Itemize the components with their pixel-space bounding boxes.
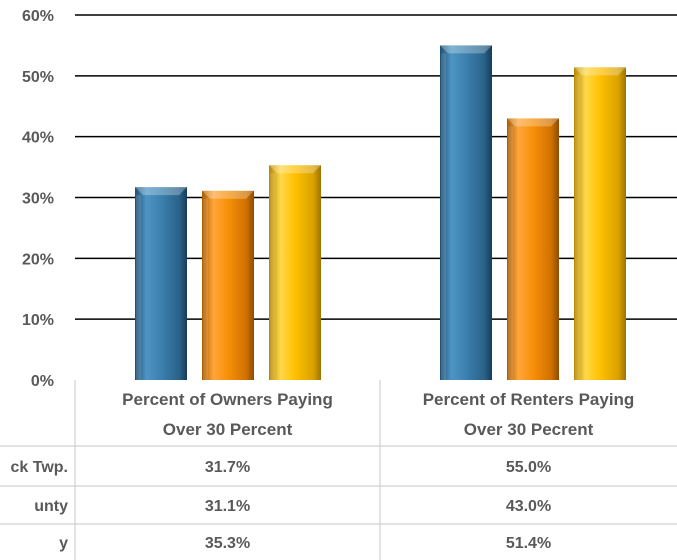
series-name: y <box>59 535 68 552</box>
bar-highlight <box>270 173 275 380</box>
bar-highlight <box>441 53 446 381</box>
data-label: 31.1% <box>205 498 250 515</box>
y-tick-label: 0% <box>31 373 54 390</box>
y-tick-label: 20% <box>22 251 54 268</box>
bar-highlight <box>136 195 141 380</box>
bars <box>135 45 626 381</box>
bar <box>269 165 321 380</box>
bar <box>202 190 254 380</box>
bar-body <box>574 67 626 381</box>
series-name: unty <box>34 498 68 515</box>
bar <box>574 67 626 381</box>
data-label: 43.0% <box>506 498 551 515</box>
y-tick-label: 50% <box>22 69 54 86</box>
bar-bevel <box>440 45 492 54</box>
data-label: 51.4% <box>506 535 551 552</box>
bar-body <box>135 187 187 380</box>
bar-bevel <box>269 165 321 174</box>
bar <box>507 118 559 381</box>
category-label: Percent of Owners Paying <box>122 390 333 409</box>
data-label: 55.0% <box>506 459 551 476</box>
y-axis-ticks: 0% 10% 20% 30% 40% 50% 60% <box>22 8 54 390</box>
y-tick-label: 60% <box>22 8 54 25</box>
y-tick-label: 40% <box>22 130 54 147</box>
bar-body <box>202 190 254 380</box>
bar-body <box>507 118 559 381</box>
bar <box>440 45 492 381</box>
y-tick-label: 10% <box>22 312 54 329</box>
bar-body <box>269 165 321 380</box>
bar <box>135 187 187 380</box>
data-table: Percent of Owners Paying Over 30 Percent P… <box>0 380 677 560</box>
y-tick-label: 30% <box>22 191 54 208</box>
bar-bevel <box>135 187 187 196</box>
category-label: Over 30 Pecrent <box>464 420 594 439</box>
data-label: 31.7% <box>205 459 250 476</box>
bar-bevel <box>574 67 626 76</box>
category-label: Percent of Renters Paying <box>423 390 635 409</box>
bar-highlight <box>508 126 513 381</box>
bar-highlight <box>203 198 208 380</box>
category-label: Over 30 Percent <box>163 420 293 439</box>
bar-bevel <box>507 118 559 127</box>
series-name: ck Twp. <box>11 459 69 476</box>
data-label: 35.3% <box>205 535 250 552</box>
bar-body <box>440 45 492 381</box>
bar-bevel <box>202 190 254 199</box>
bar-highlight <box>575 75 580 381</box>
